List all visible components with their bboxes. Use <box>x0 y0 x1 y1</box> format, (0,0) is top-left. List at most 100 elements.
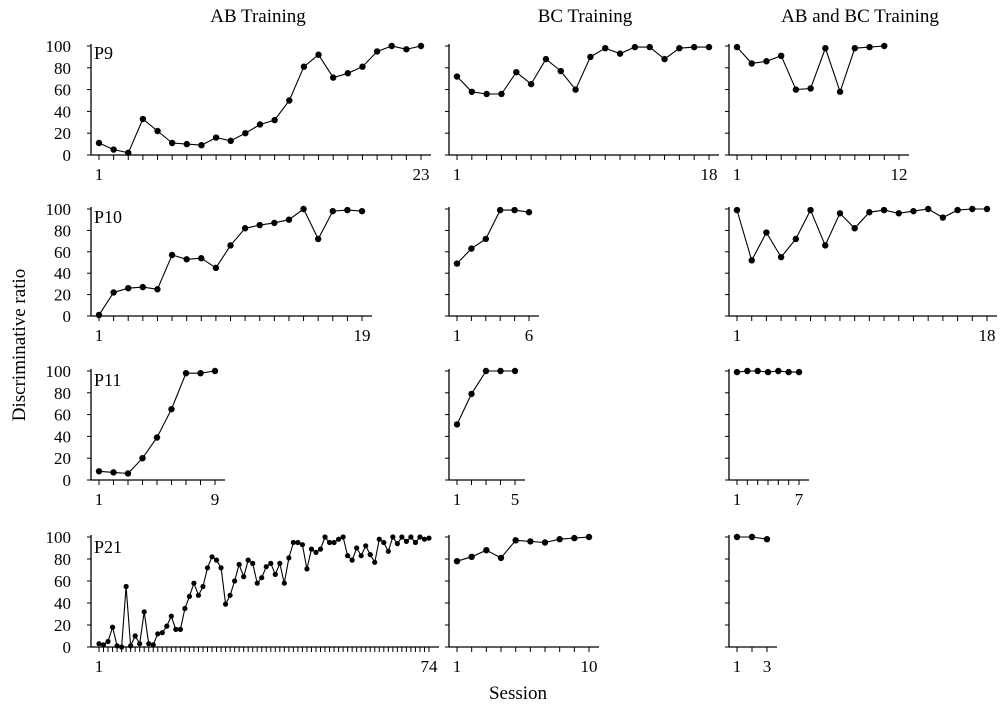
data-point <box>300 63 308 70</box>
data-point <box>412 539 419 546</box>
data-point <box>851 44 859 52</box>
data-point <box>646 43 653 51</box>
data-point <box>866 209 873 216</box>
data-point <box>777 52 785 60</box>
data-point <box>139 115 147 123</box>
data-point <box>313 549 319 556</box>
x-tick-label: 18 <box>979 326 996 345</box>
data-point <box>259 575 265 581</box>
data-point <box>286 97 293 104</box>
data-point <box>213 557 220 563</box>
data-point <box>453 558 461 565</box>
data-point <box>705 43 713 51</box>
data-point <box>268 560 274 567</box>
data-point <box>468 553 475 560</box>
series-line <box>456 209 530 264</box>
data-point <box>541 539 549 546</box>
data-point <box>191 580 197 586</box>
data-point <box>344 70 352 77</box>
data-point <box>232 578 238 584</box>
data-point <box>880 206 888 214</box>
series-line <box>736 208 987 262</box>
data-point <box>511 206 518 214</box>
series-line <box>736 45 885 94</box>
x-tick-label: 1 <box>453 326 462 345</box>
data-point <box>527 538 534 545</box>
data-point <box>177 626 183 633</box>
data-point <box>556 536 563 543</box>
row-label-p11: P11 <box>94 370 121 390</box>
data-point <box>525 209 533 216</box>
data-point <box>153 434 161 441</box>
x-tick-label: 1 <box>95 165 104 184</box>
x-tick-label: 19 <box>354 326 371 345</box>
data-point <box>100 642 107 648</box>
row-label-p10: P10 <box>94 207 122 227</box>
data-point <box>132 633 138 639</box>
series-line <box>456 370 515 425</box>
data-point <box>417 534 423 540</box>
data-point <box>242 130 249 137</box>
series-line <box>98 535 430 649</box>
row-label-p9: P9 <box>94 43 113 63</box>
data-point <box>954 206 961 214</box>
panel-p9-abbc: 1 12 <box>725 42 909 184</box>
column-title-ab: AB Training <box>210 6 306 27</box>
data-point <box>748 60 755 67</box>
data-point <box>96 641 102 647</box>
data-point <box>939 214 947 221</box>
data-point <box>910 207 917 215</box>
data-point <box>204 565 211 571</box>
data-point <box>263 564 269 570</box>
data-point <box>212 134 220 141</box>
x-tick-label: 1 <box>95 490 104 509</box>
x-tick-label: 18 <box>701 165 718 184</box>
data-point <box>792 235 800 243</box>
data-point <box>807 206 814 214</box>
data-point <box>468 245 475 252</box>
data-point <box>245 557 251 563</box>
y-tick-label: 100 <box>46 200 72 219</box>
data-point <box>256 121 264 128</box>
data-point <box>349 557 355 563</box>
data-point <box>168 251 176 259</box>
data-point <box>468 88 476 95</box>
y-tick-label: 80 <box>54 59 71 78</box>
data-point <box>218 565 224 571</box>
data-point <box>345 553 351 559</box>
data-point <box>150 642 156 648</box>
data-point <box>792 86 800 93</box>
y-tick-label: 100 <box>46 37 72 56</box>
y-tick-label: 0 <box>63 146 72 165</box>
data-point <box>236 561 242 568</box>
data-point <box>168 139 176 147</box>
x-tick-label: 1 <box>95 326 104 345</box>
data-point <box>340 534 346 540</box>
data-point <box>110 289 117 296</box>
series-line <box>456 46 709 95</box>
data-point <box>168 613 174 619</box>
panel-p21-bc: 1 10 <box>445 533 599 676</box>
data-point <box>308 546 315 552</box>
data-point <box>295 539 301 546</box>
data-point <box>408 534 414 540</box>
data-point <box>315 51 322 58</box>
panel-p10-abbc: 1 18 <box>725 205 997 345</box>
data-point <box>513 68 520 76</box>
data-point <box>141 609 147 615</box>
data-point <box>497 554 505 562</box>
y-tick-label: 40 <box>54 102 71 121</box>
data-point <box>483 90 490 98</box>
data-point <box>286 555 292 561</box>
data-point <box>241 574 247 580</box>
data-point <box>227 137 234 145</box>
data-point <box>128 643 134 649</box>
data-point <box>195 592 202 598</box>
data-point <box>764 368 772 376</box>
data-point <box>197 369 204 377</box>
data-point <box>354 545 360 551</box>
data-point <box>924 205 932 213</box>
data-point <box>822 242 829 249</box>
